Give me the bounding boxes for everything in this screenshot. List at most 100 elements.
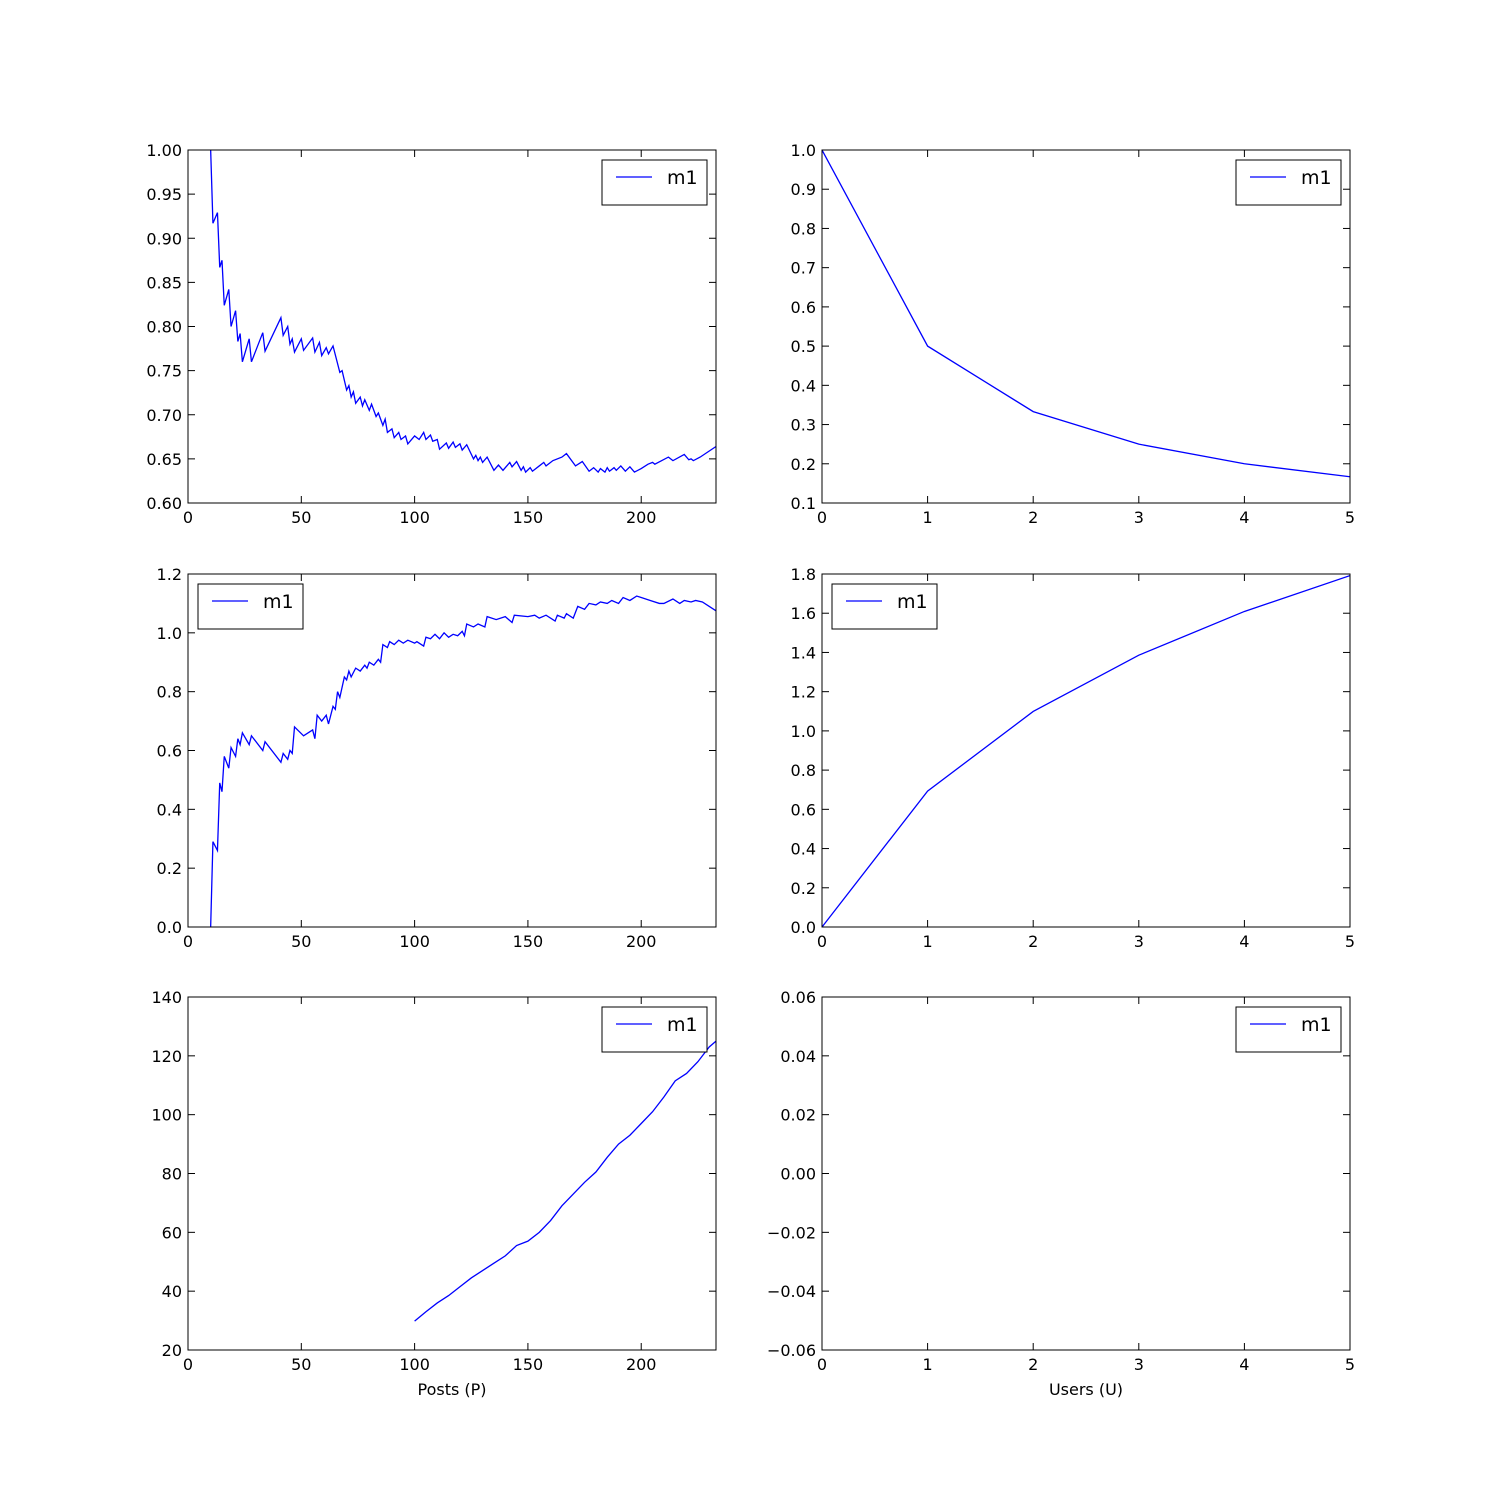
- y-tick-label: 0.0: [791, 918, 816, 937]
- y-tick-label: 0.02: [780, 1106, 816, 1125]
- y-tick-label: 0.65: [146, 450, 182, 469]
- x-tick-label: 2: [1028, 1355, 1038, 1374]
- legend: m1: [601, 1006, 708, 1053]
- x-tick-label: 50: [291, 932, 311, 951]
- x-tick-label: 4: [1239, 1355, 1249, 1374]
- axes-frame: [187, 573, 717, 928]
- y-tick-label: 0.95: [146, 185, 182, 204]
- x-tick-label: 50: [291, 1355, 311, 1374]
- y-tick-label: 1.00: [146, 141, 182, 160]
- x-tick-label: 1: [923, 932, 933, 951]
- y-tick-label: 0.5: [791, 337, 816, 356]
- subplot: 0 1 2 3 4 5 0.0 0.2 0.4 0.6 0.8 1.0 1.2 1.4 1.6 1.8 m1: [791, 565, 1356, 951]
- y-tick-label: 1.0: [791, 141, 816, 160]
- y-tick-label: 0.6: [791, 298, 816, 317]
- y-tick-label: 0.7: [791, 259, 816, 278]
- y-tick-label: 0.1: [791, 494, 816, 513]
- x-tick-label: 100: [399, 508, 430, 527]
- data-line: [210, 595, 716, 927]
- axes-frame: [821, 149, 1351, 504]
- legend-box: [197, 583, 304, 630]
- y-tick-label: 1.2: [157, 565, 182, 584]
- legend-box: [601, 159, 708, 206]
- subplot: 0 50 100 150 200 0.0 0.2 0.4 0.6 0.8 1.0 1.2 m1: [157, 565, 717, 951]
- y-tick-label: 80: [162, 1165, 182, 1184]
- x-tick-label: 200: [626, 508, 657, 527]
- subplot: 0 1 2 3 4 5 −0.06 −0.04 −0.02 0.00 0.02 0.04 0.06 Use…: [767, 988, 1355, 1399]
- x-tick-label: 2: [1028, 508, 1038, 527]
- y-tick-label: 0.8: [791, 219, 816, 238]
- legend-box: [831, 583, 938, 630]
- y-tick-label: 0.75: [146, 362, 182, 381]
- x-tick-label: 150: [513, 932, 544, 951]
- data-line: [414, 1040, 716, 1322]
- x-tick-label: 50: [291, 508, 311, 527]
- subplot: 0 1 2 3 4 5 0.1 0.2 0.3 0.4 0.5 0.6 0.7 0.8 0.9 1.0 m1: [791, 141, 1356, 527]
- y-tick-label: 0.9: [791, 180, 816, 199]
- subplot: 0 50 100 150 200 0.60 0.65 0.70 0.75 0.80 0.85 0.90…: [146, 141, 717, 527]
- y-tick-label: 60: [162, 1223, 182, 1242]
- x-tick-label: 1: [923, 508, 933, 527]
- y-tick-label: 0.4: [791, 840, 816, 859]
- x-tick-label: 4: [1239, 508, 1249, 527]
- x-tick-label: 150: [513, 508, 544, 527]
- axes-frame: [821, 996, 1351, 1351]
- y-tick-label: 0.4: [791, 376, 816, 395]
- y-tick-label: 1.8: [791, 565, 816, 584]
- x-tick-label: 3: [1134, 1355, 1144, 1374]
- x-tick-label: 3: [1134, 932, 1144, 951]
- legend: m1: [197, 583, 304, 630]
- x-tick-label: 5: [1345, 932, 1355, 951]
- x-tick-label: 5: [1345, 508, 1355, 527]
- y-tick-label: 0.60: [146, 494, 182, 513]
- y-tick-label: 0.2: [157, 859, 182, 878]
- x-tick-label: 0: [817, 1355, 827, 1374]
- data-line: [822, 574, 1350, 927]
- x-tick-label: 4: [1239, 932, 1249, 951]
- x-tick-label: 0: [183, 932, 193, 951]
- y-tick-label: −0.04: [767, 1282, 816, 1301]
- x-tick-label: 200: [626, 1355, 657, 1374]
- subplot: 0 50 100 150 200 20 40 60 80 100 120 140 Posts (P) m1: [151, 988, 717, 1399]
- y-tick-label: 0.06: [780, 988, 816, 1007]
- x-tick-label: 0: [817, 932, 827, 951]
- y-tick-label: 100: [151, 1106, 182, 1125]
- y-tick-label: 0.4: [157, 800, 182, 819]
- y-tick-label: 140: [151, 988, 182, 1007]
- y-tick-label: 0.2: [791, 879, 816, 898]
- y-tick-label: −0.06: [767, 1341, 816, 1360]
- y-tick-label: 0.90: [146, 229, 182, 248]
- y-tick-label: 1.6: [791, 604, 816, 623]
- y-tick-label: 0.00: [780, 1165, 816, 1184]
- x-tick-label: 5: [1345, 1355, 1355, 1374]
- legend-label: m1: [1301, 1014, 1332, 1036]
- x-tick-label: 2: [1028, 932, 1038, 951]
- y-tick-label: 0.2: [791, 455, 816, 474]
- y-tick-label: 120: [151, 1047, 182, 1066]
- x-tick-label: 0: [183, 1355, 193, 1374]
- x-tick-label: 0: [817, 508, 827, 527]
- y-tick-label: 0.70: [146, 406, 182, 425]
- y-tick-label: 0.80: [146, 318, 182, 337]
- legend: m1: [601, 159, 708, 206]
- legend-label: m1: [1301, 167, 1332, 189]
- axes-frame: [187, 996, 717, 1351]
- y-tick-label: 0.8: [791, 761, 816, 780]
- legend-label: m1: [897, 591, 928, 613]
- data-line: [210, 150, 716, 474]
- x-tick-label: 0: [183, 508, 193, 527]
- y-tick-label: 1.0: [157, 624, 182, 643]
- x-axis-label: Users (U): [1049, 1380, 1123, 1399]
- legend-box: [601, 1006, 708, 1053]
- data-line: [822, 150, 1350, 478]
- legend-label: m1: [667, 1014, 698, 1036]
- legend-label: m1: [667, 167, 698, 189]
- x-axis-label: Posts (P): [417, 1380, 486, 1399]
- legend: m1: [831, 583, 938, 630]
- y-tick-label: 0.6: [791, 800, 816, 819]
- x-tick-label: 100: [399, 1355, 430, 1374]
- axes-frame: [821, 573, 1351, 928]
- y-tick-label: 0.85: [146, 273, 182, 292]
- x-tick-label: 200: [626, 932, 657, 951]
